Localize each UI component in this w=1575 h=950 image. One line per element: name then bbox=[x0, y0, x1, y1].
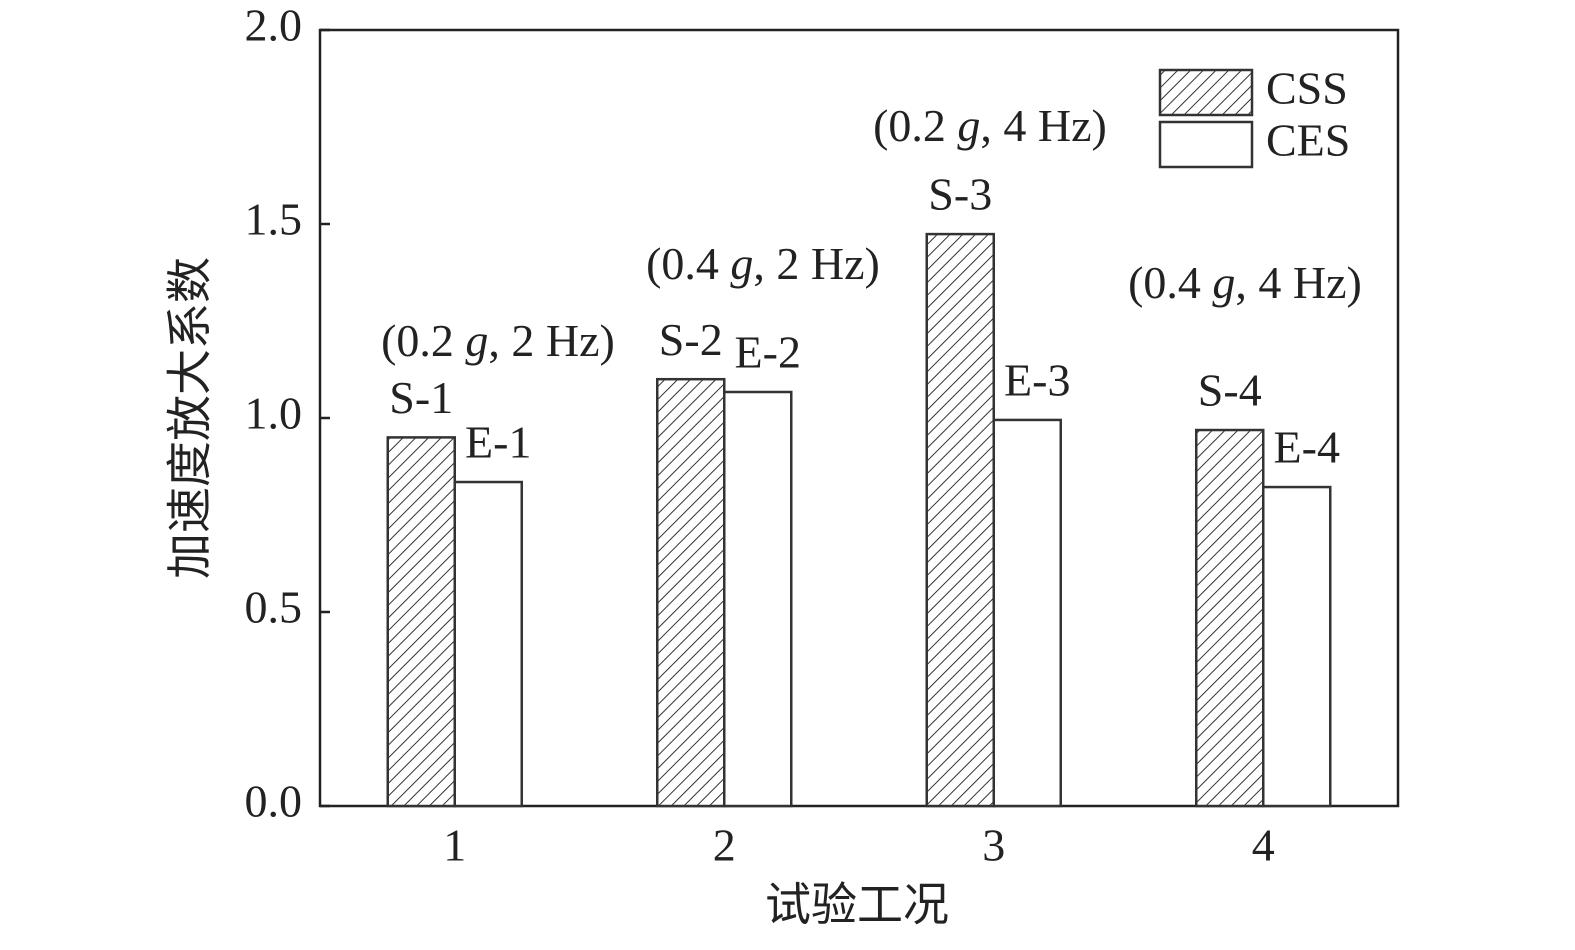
legend-swatch bbox=[1158, 120, 1254, 169]
y-tick-label: 0.0 bbox=[245, 776, 303, 827]
bar-label: E-4 bbox=[1274, 422, 1340, 473]
condition-part: , 4 Hz) bbox=[1235, 257, 1361, 308]
x-tick-label: 1 bbox=[443, 820, 466, 871]
legend-label: CSS bbox=[1266, 63, 1348, 114]
y-tick-label: 1.5 bbox=[245, 194, 303, 245]
y-axis-label: 加速度放大系数 bbox=[165, 257, 216, 579]
x-tick-label: 3 bbox=[982, 820, 1005, 871]
condition-label: (0.2 g, 4 Hz) bbox=[873, 100, 1107, 151]
legend-swatch bbox=[1158, 68, 1254, 117]
condition-label: (0.4 g, 2 Hz) bbox=[646, 238, 880, 289]
bar-label: S-1 bbox=[389, 372, 453, 423]
bar bbox=[386, 436, 456, 808]
y-tick-label: 2.0 bbox=[245, 0, 303, 51]
bar-label: E-2 bbox=[735, 327, 801, 378]
condition-part: (0.4 bbox=[1128, 257, 1212, 308]
bar bbox=[453, 480, 523, 808]
x-tick-label: 4 bbox=[1252, 820, 1275, 871]
condition-part: (0.2 bbox=[381, 315, 465, 366]
condition-part: , 2 Hz) bbox=[753, 238, 879, 289]
bar-label: E-1 bbox=[465, 417, 531, 468]
legend-label: CES bbox=[1266, 115, 1350, 166]
y-tick-label: 1.0 bbox=[245, 388, 303, 439]
bar bbox=[656, 377, 726, 808]
condition-part: g bbox=[957, 100, 980, 151]
bar-label: S-4 bbox=[1198, 365, 1262, 416]
bar bbox=[992, 418, 1062, 808]
bar bbox=[1195, 428, 1265, 808]
condition-label: (0.4 g, 4 Hz) bbox=[1128, 257, 1362, 308]
condition-part: (0.4 bbox=[646, 238, 730, 289]
condition-part: g bbox=[730, 238, 753, 289]
x-tick-label: 2 bbox=[713, 820, 736, 871]
bar bbox=[723, 390, 793, 808]
condition-label: (0.2 g, 2 Hz) bbox=[381, 315, 615, 366]
bar-label: S-3 bbox=[928, 169, 992, 220]
condition-part: g bbox=[465, 315, 488, 366]
condition-part: (0.2 bbox=[873, 100, 957, 151]
condition-part: g bbox=[1212, 257, 1235, 308]
bar bbox=[1262, 485, 1332, 808]
bar-label: E-3 bbox=[1004, 355, 1070, 406]
condition-part: , 4 Hz) bbox=[980, 100, 1106, 151]
x-axis-label: 试验工况 bbox=[765, 880, 949, 931]
bar bbox=[925, 232, 995, 808]
bar-label: S-2 bbox=[659, 314, 723, 365]
condition-part: , 2 Hz) bbox=[488, 315, 614, 366]
y-tick-label: 0.5 bbox=[245, 582, 303, 633]
